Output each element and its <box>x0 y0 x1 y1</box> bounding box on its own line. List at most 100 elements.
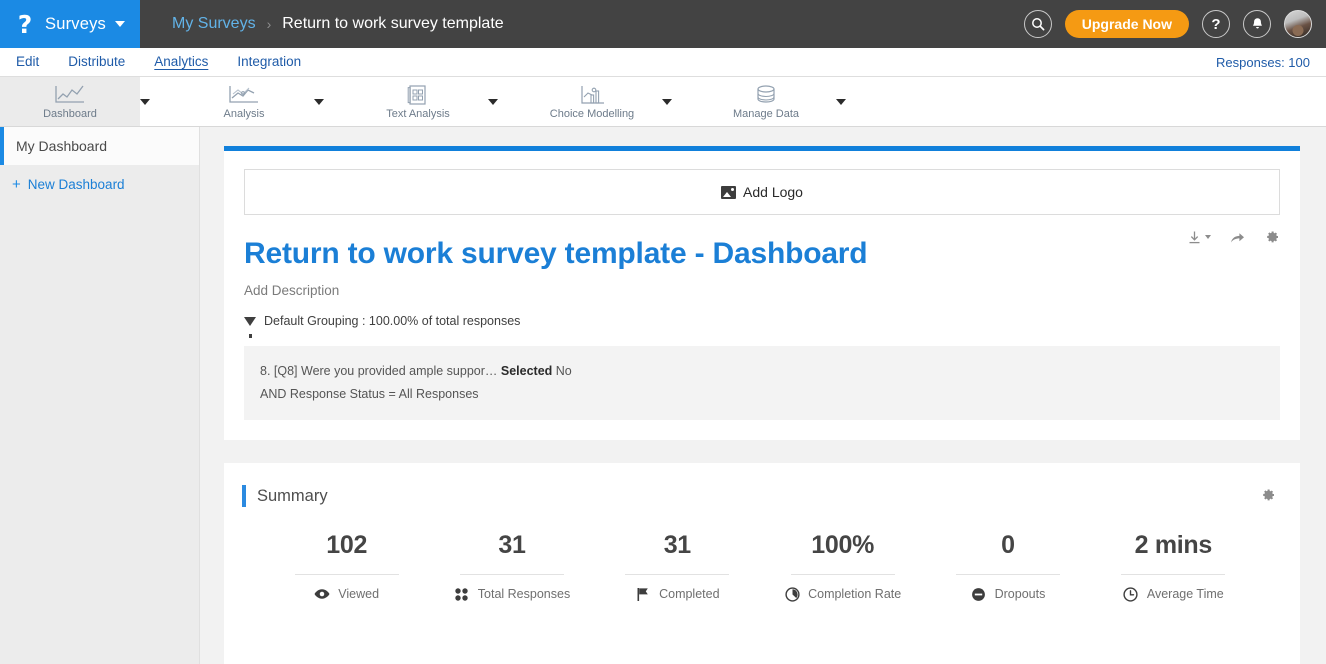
top-bar: ? Surveys My Surveys › Return to work su… <box>0 0 1326 48</box>
pie-chart-icon <box>784 586 800 602</box>
toolbar-group-choice-modelling: Choice Modelling <box>522 77 696 126</box>
chevron-down-icon[interactable] <box>115 21 126 27</box>
toolbar-caret-dashboard[interactable] <box>140 98 150 105</box>
active-filter-box[interactable]: 8. [Q8] Were you provided ample suppor… … <box>244 346 1280 420</box>
toolbar-group-analysis: Analysis <box>174 77 348 126</box>
summary-settings-gear-icon[interactable] <box>1260 487 1276 508</box>
sidebar-item-my-dashboard[interactable]: My Dashboard <box>0 127 199 165</box>
breadcrumb-separator-icon: › <box>266 16 272 32</box>
metric-divider <box>1121 574 1226 575</box>
toolbar-label-dashboard: Dashboard <box>43 107 97 120</box>
sidebar-item-label: My Dashboard <box>16 138 108 154</box>
toolbar-caret-text-analysis[interactable] <box>488 98 498 105</box>
clock-icon <box>1123 586 1139 602</box>
metric-value: 100% <box>811 531 875 559</box>
brand-block[interactable]: ? Surveys <box>0 0 140 48</box>
toolbar-item-dashboard[interactable]: Dashboard <box>0 77 140 126</box>
tab-edit[interactable]: Edit <box>16 54 40 69</box>
summary-header: Summary <box>242 485 1278 507</box>
add-description-link[interactable]: Add Description <box>244 283 340 298</box>
upgrade-now-button[interactable]: Upgrade Now <box>1064 10 1189 38</box>
image-icon <box>721 185 737 199</box>
new-dashboard-button[interactable]: + New Dashboard <box>0 165 199 203</box>
tab-distribute[interactable]: Distribute <box>68 54 126 69</box>
toolbar-item-choice-modelling[interactable]: Choice Modelling <box>522 77 662 126</box>
metric-footer: Viewed <box>314 586 379 602</box>
metric-label: Average Time <box>1146 587 1224 601</box>
toolbar-group-text-analysis: Text Analysis <box>348 77 522 126</box>
main-content: Add Logo Return to work survey template … <box>200 127 1326 664</box>
metric-total-responses: 31 Total Responses <box>429 531 594 602</box>
filter-line-2: AND Response Status = All Responses <box>260 387 479 401</box>
metric-divider <box>955 574 1060 575</box>
summary-title: Summary <box>257 486 328 505</box>
metric-footer: Completed <box>635 586 720 602</box>
avatar[interactable] <box>1284 10 1312 38</box>
metric-divider <box>294 574 399 575</box>
filter-selected-value: No <box>552 364 572 378</box>
metric-divider <box>459 574 564 575</box>
chevron-down-icon <box>1205 235 1211 239</box>
add-logo-button[interactable]: Add Logo <box>244 169 1280 215</box>
metric-label: Completed <box>659 587 720 601</box>
scatter-line-chart-icon <box>227 84 261 106</box>
breadcrumb: My Surveys › Return to work survey templ… <box>172 15 504 33</box>
metric-value: 0 <box>1001 531 1015 559</box>
dashboard-sidebar: My Dashboard + New Dashboard <box>0 127 200 664</box>
download-button[interactable] <box>1187 230 1211 245</box>
metric-footer: Average Time <box>1123 586 1224 602</box>
default-grouping-row[interactable]: Default Grouping : 100.00% of total resp… <box>244 314 1280 338</box>
toolbar-item-manage-data[interactable]: Manage Data <box>696 77 836 126</box>
metric-completion-rate: 100% Completion Rate <box>760 531 925 602</box>
metric-label: Dropouts <box>994 587 1046 601</box>
scatter-bar-chart-icon <box>578 84 606 106</box>
share-button[interactable] <box>1229 230 1246 245</box>
metric-viewed: 102 Viewed <box>264 531 429 602</box>
eye-icon <box>314 586 330 602</box>
default-grouping-label: Default Grouping : 100.00% of total resp… <box>264 314 521 328</box>
line-chart-icon <box>53 84 87 106</box>
toolbar-item-text-analysis[interactable]: Text Analysis <box>348 77 488 126</box>
toolbar-caret-analysis[interactable] <box>314 98 324 105</box>
brand-name: Surveys <box>45 14 107 33</box>
help-icon[interactable]: ? <box>1202 10 1230 38</box>
metric-average-time: 2 mins Average Time <box>1091 531 1256 602</box>
section-nav: Edit Distribute Analytics Integration Re… <box>0 48 1326 77</box>
metric-value: 31 <box>498 531 526 559</box>
metric-completed: 31 Completed <box>595 531 760 602</box>
section-nav-tabs: Edit Distribute Analytics Integration <box>0 54 301 70</box>
filter-funnel-icon <box>244 316 256 338</box>
settings-gear-button[interactable] <box>1264 229 1280 245</box>
metric-label: Completion Rate <box>808 587 902 601</box>
metric-divider <box>790 574 895 575</box>
metric-footer: Completion Rate <box>784 586 901 602</box>
metric-value: 31 <box>663 531 692 559</box>
toolbar-item-analysis[interactable]: Analysis <box>174 77 314 126</box>
toolbar-caret-choice-modelling[interactable] <box>662 98 672 105</box>
database-icon <box>753 84 779 106</box>
filter-selected-label: Selected <box>500 364 553 378</box>
breadcrumb-current-survey: Return to work survey template <box>282 15 504 32</box>
search-icon[interactable] <box>1023 10 1052 38</box>
tab-analytics[interactable]: Analytics <box>154 54 209 69</box>
summary-accent-bar <box>242 485 246 507</box>
toolbar-caret-manage-data[interactable] <box>836 98 846 105</box>
minus-circle-icon <box>971 586 987 602</box>
toolbar-group-dashboard: Dashboard <box>0 77 174 126</box>
bell-icon[interactable] <box>1243 10 1271 38</box>
summary-card: Summary 102 <box>224 463 1300 664</box>
metric-label: Viewed <box>338 587 380 601</box>
metric-divider <box>625 574 730 575</box>
body: My Dashboard + New Dashboard Add Logo Re… <box>0 127 1326 664</box>
toolbar-label-analysis: Analysis <box>223 107 265 120</box>
summary-metrics: 102 Viewed 31 <box>242 531 1278 602</box>
toolbar-group-manage-data: Manage Data <box>696 77 870 126</box>
metric-label: Total Responses <box>477 587 571 601</box>
filter-question-text: 8. [Q8] Were you provided ample suppor… <box>260 364 501 378</box>
tab-integration[interactable]: Integration <box>237 54 302 69</box>
breadcrumb-my-surveys[interactable]: My Surveys <box>172 15 256 32</box>
metric-dropouts: 0 Dropouts <box>925 531 1090 602</box>
top-actions: Upgrade Now ? <box>1023 0 1312 48</box>
toolbar-label-manage-data: Manage Data <box>732 107 800 120</box>
metric-value: 102 <box>326 531 368 559</box>
